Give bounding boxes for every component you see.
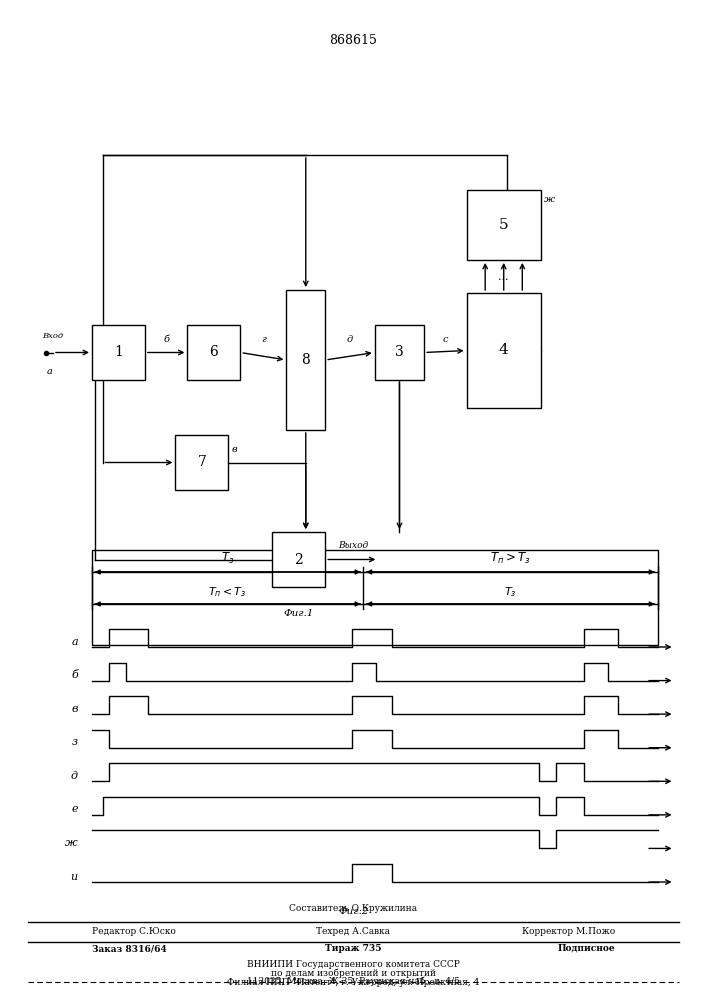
Text: $T_з$: $T_з$ (221, 551, 234, 566)
Text: б: б (163, 336, 169, 344)
Bar (375, 325, 424, 380)
Text: з: з (71, 737, 78, 747)
Text: Составитель О.Кружилина: Составитель О.Кружилина (289, 904, 418, 913)
Text: 5: 5 (499, 218, 508, 232)
Text: а: а (71, 637, 78, 647)
Bar (467, 190, 541, 260)
Text: 8: 8 (301, 353, 310, 367)
Text: д: д (71, 771, 78, 781)
Text: в: в (71, 704, 78, 714)
Text: Фиг.2: Фиг.2 (339, 907, 368, 916)
Text: Редактор С.Юско: Редактор С.Юско (92, 928, 176, 936)
Text: Филиал ППП "Патент", г. Ужгород, ул. Проектная, 4: Филиал ППП "Патент", г. Ужгород, ул. Про… (228, 978, 479, 987)
Bar (272, 532, 325, 587)
Text: 1: 1 (114, 346, 123, 360)
Text: 2: 2 (294, 552, 303, 566)
Text: 7: 7 (197, 456, 206, 470)
Text: б: б (71, 670, 78, 680)
Text: 6: 6 (209, 346, 218, 360)
Text: Корректор М.Пожо: Корректор М.Пожо (522, 928, 615, 936)
Bar (175, 435, 228, 490)
Text: $T_п > T_з$: $T_п > T_з$ (490, 551, 531, 566)
Text: ВНИИПИ Государственного комитета СССР: ВНИИПИ Государственного комитета СССР (247, 960, 460, 969)
Text: $T_п < T_з$: $T_п < T_з$ (209, 585, 247, 599)
Text: Выход: Выход (339, 540, 368, 550)
Bar (92, 325, 145, 380)
Text: 113035, Москва, Ж-35, Раушская наб., д. 4/5: 113035, Москва, Ж-35, Раушская наб., д. … (247, 976, 460, 986)
Text: Тираж 735: Тираж 735 (325, 944, 382, 953)
Text: 3: 3 (395, 346, 404, 360)
Text: е: е (71, 804, 78, 814)
Text: д: д (347, 336, 353, 344)
Text: Подписное: Подписное (557, 944, 615, 953)
Text: и: и (71, 872, 78, 882)
Text: Техред А.Савка: Техред А.Савка (317, 928, 390, 936)
Text: Фиг.1: Фиг.1 (284, 609, 314, 618)
Text: $T_з$: $T_з$ (504, 585, 517, 599)
Bar (286, 290, 325, 430)
Text: 4: 4 (499, 344, 508, 358)
Text: в: в (232, 446, 238, 454)
Text: Заказ 8316/64: Заказ 8316/64 (92, 944, 167, 953)
Bar (467, 293, 541, 408)
Text: по делам изобретений и открытий: по делам изобретений и открытий (271, 968, 436, 978)
Text: ж: ж (544, 195, 556, 204)
Text: г: г (261, 336, 266, 344)
Text: а: а (47, 367, 52, 376)
Text: с: с (443, 336, 448, 344)
Text: Вход: Вход (42, 332, 64, 340)
Text: ж: ж (65, 838, 78, 848)
Text: 868615: 868615 (329, 33, 378, 46)
Bar (92, 550, 658, 645)
Text: ...: ... (498, 271, 509, 282)
Bar (187, 325, 240, 380)
